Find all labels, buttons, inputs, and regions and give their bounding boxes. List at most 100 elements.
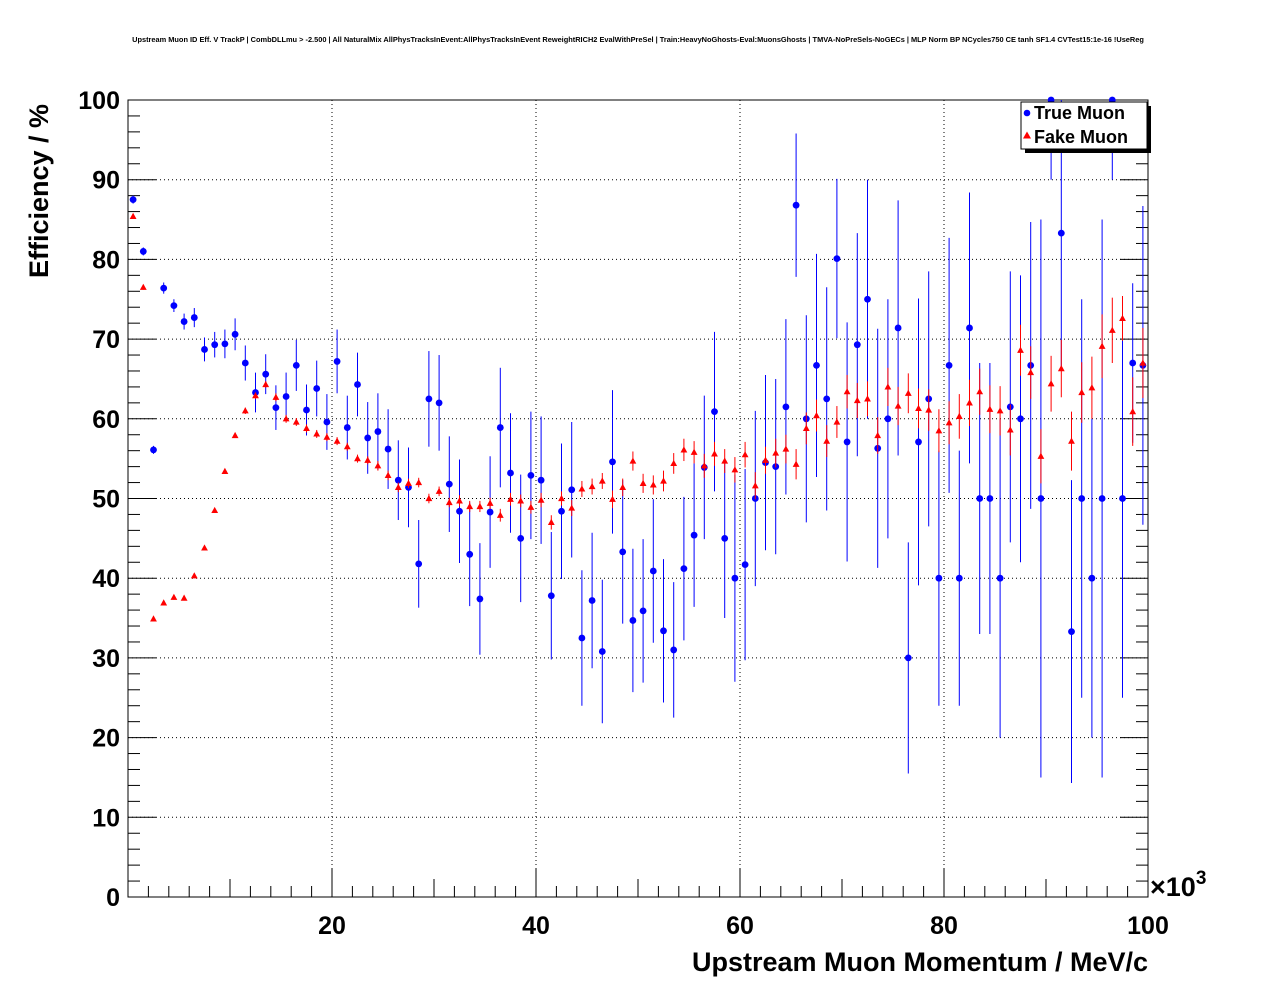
data-point bbox=[221, 467, 229, 475]
data-point bbox=[558, 507, 565, 515]
data-point bbox=[1078, 388, 1086, 396]
data-point bbox=[853, 396, 861, 404]
data-point bbox=[782, 403, 790, 411]
data-point bbox=[996, 574, 1004, 582]
data-point bbox=[252, 392, 259, 399]
data-point bbox=[711, 450, 718, 457]
data-point bbox=[282, 415, 290, 422]
data-point bbox=[813, 362, 820, 369]
data-point bbox=[139, 283, 147, 290]
data-point bbox=[333, 358, 341, 365]
data-point bbox=[884, 383, 892, 390]
x-tick-label: 100 bbox=[1127, 912, 1169, 940]
axis-tick-labels: 20 40 60 80 100 0 10 20 30 40 50 60 70 80 90 100 bbox=[78, 87, 1169, 940]
data-point bbox=[415, 560, 423, 568]
legend-marker-fake-muon bbox=[1023, 131, 1031, 139]
data-point bbox=[486, 499, 494, 506]
data-point bbox=[303, 424, 310, 431]
data-point bbox=[425, 395, 433, 403]
data-point bbox=[609, 458, 616, 466]
data-point bbox=[1108, 326, 1116, 333]
data-point bbox=[813, 412, 820, 419]
data-point bbox=[741, 451, 749, 458]
data-point bbox=[690, 448, 698, 455]
data-point bbox=[915, 404, 922, 412]
data-point bbox=[139, 248, 147, 255]
data-point bbox=[272, 404, 280, 412]
data-point bbox=[354, 381, 361, 388]
legend-label-true-muon: True Muon bbox=[1034, 103, 1125, 123]
data-point bbox=[425, 494, 433, 502]
data-point bbox=[915, 438, 922, 446]
data-point bbox=[466, 550, 474, 558]
data-point bbox=[1098, 342, 1106, 349]
data-point bbox=[170, 302, 178, 310]
data-point bbox=[945, 419, 953, 426]
legend-box bbox=[1020, 101, 1148, 150]
x-tick-label: 20 bbox=[318, 912, 346, 940]
data-point bbox=[782, 445, 790, 452]
data-point bbox=[292, 418, 300, 425]
data-point bbox=[323, 418, 331, 426]
series-fake-muon bbox=[129, 212, 1147, 622]
legend: True Muon Fake Muon bbox=[1020, 101, 1151, 153]
y-tick-label: 70 bbox=[92, 326, 120, 354]
data-point bbox=[476, 502, 484, 510]
data-point bbox=[741, 561, 749, 569]
grid-lines bbox=[128, 100, 1148, 897]
data-point bbox=[456, 497, 463, 504]
data-point bbox=[190, 314, 198, 321]
data-point bbox=[435, 399, 443, 407]
data-point bbox=[272, 393, 280, 400]
data-point bbox=[894, 324, 902, 332]
data-point bbox=[364, 456, 372, 463]
data-point bbox=[374, 428, 382, 435]
data-point bbox=[333, 437, 341, 444]
data-point bbox=[680, 565, 688, 573]
data-point bbox=[966, 324, 973, 332]
y-tick-label: 0 bbox=[106, 884, 120, 912]
data-point bbox=[313, 385, 321, 392]
data-point bbox=[231, 431, 239, 439]
data-point bbox=[619, 483, 627, 490]
data-point bbox=[935, 427, 943, 434]
data-point bbox=[762, 456, 769, 463]
data-point bbox=[629, 457, 637, 464]
data-point bbox=[588, 482, 596, 490]
data-point bbox=[211, 341, 219, 349]
data-point bbox=[700, 462, 708, 469]
y-tick-label: 80 bbox=[92, 246, 120, 274]
data-point bbox=[150, 615, 157, 622]
data-point bbox=[1047, 380, 1055, 387]
axis-ticks bbox=[128, 99, 1148, 898]
data-point bbox=[874, 431, 882, 439]
y-tick-label: 40 bbox=[92, 565, 120, 593]
data-point bbox=[201, 544, 208, 551]
data-point bbox=[1006, 426, 1014, 433]
data-point bbox=[802, 424, 810, 431]
data-point bbox=[1088, 574, 1096, 582]
data-point bbox=[129, 212, 137, 219]
data-point bbox=[445, 498, 453, 506]
data-point bbox=[731, 466, 739, 473]
data-point bbox=[303, 406, 310, 414]
legend-marker-true-muon bbox=[1023, 109, 1031, 117]
data-point bbox=[843, 438, 851, 446]
data-point bbox=[537, 496, 545, 503]
data-point bbox=[241, 359, 249, 367]
data-point bbox=[456, 507, 463, 515]
x-tick-label: 40 bbox=[522, 912, 550, 940]
data-point bbox=[496, 511, 504, 518]
x-axis-label: Upstream Muon Momentum / MeV/c bbox=[692, 947, 1148, 977]
data-point bbox=[313, 430, 321, 437]
data-point bbox=[384, 445, 392, 453]
data-point bbox=[598, 648, 606, 655]
data-point bbox=[1037, 495, 1045, 502]
data-point bbox=[262, 380, 270, 388]
data-point bbox=[517, 534, 525, 542]
data-point bbox=[792, 201, 800, 209]
data-point bbox=[547, 518, 555, 526]
data-point bbox=[711, 408, 718, 416]
data-point bbox=[1057, 364, 1065, 372]
data-point bbox=[394, 476, 402, 484]
